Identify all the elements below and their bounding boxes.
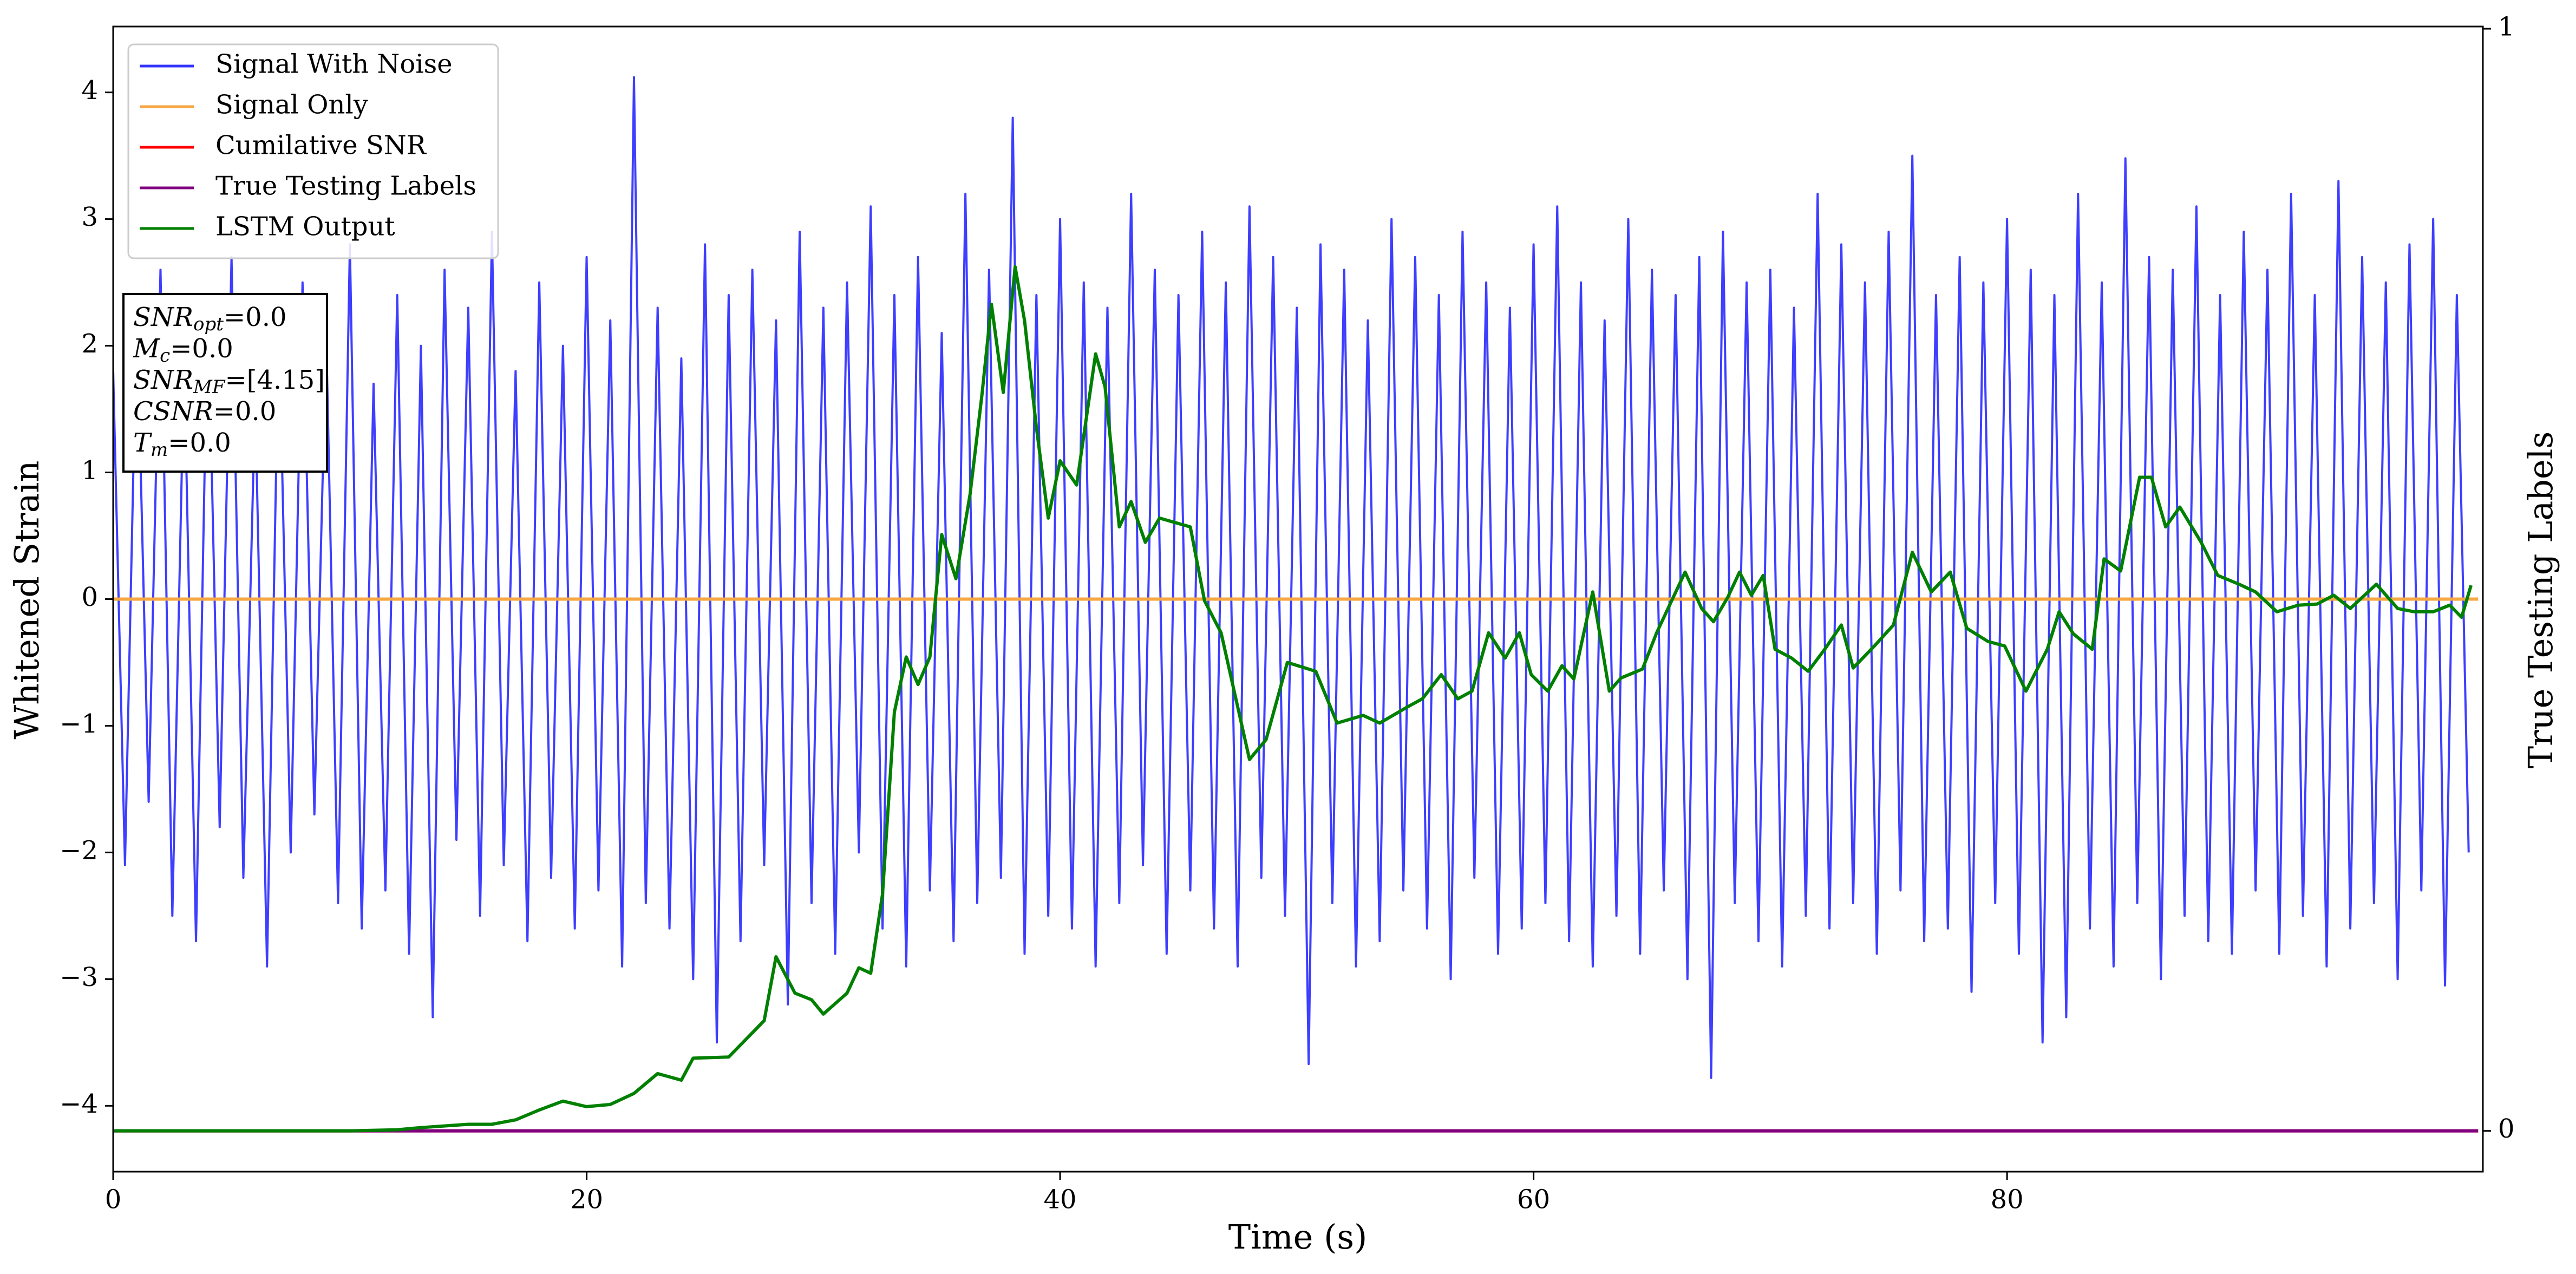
annotation-text: SNRopt=0.0: [133, 302, 287, 336]
annotation-subscript: opt: [193, 313, 224, 335]
annotation-symbol: SNR: [133, 302, 193, 332]
legend-label: True Testing Labels: [215, 171, 476, 201]
x-tick-label: 80: [1991, 1185, 2024, 1215]
y-tick-label: −3: [60, 962, 98, 992]
annotation-symbol: CSNR: [133, 396, 213, 427]
y-tick-label: 3: [81, 202, 98, 232]
annotation-symbol: SNR: [133, 365, 193, 395]
y2-tick-label: 0: [2498, 1114, 2515, 1144]
y-tick-label: −1: [60, 709, 98, 739]
x-tick-label: 20: [570, 1185, 603, 1215]
annotation-text: SNRMF=[4.15]: [133, 365, 325, 398]
legend: Signal With Noise Signal Only Cumilative S…: [127, 43, 499, 259]
annotation-value: =[4.15]: [225, 365, 325, 395]
y-axis-label: Whitened Strain: [7, 461, 47, 740]
y2-tick-label: 1: [2498, 12, 2515, 42]
x-tick-label: 60: [1517, 1185, 1550, 1215]
legend-label: Cumilative SNR: [215, 130, 427, 161]
y2-axis-label: True Testing Labels: [2521, 432, 2560, 769]
annotation-subscript: MF: [193, 376, 226, 398]
legend-label: Signal With Noise: [215, 49, 453, 80]
annotation-box: SNRopt=0.0Mc=0.0SNRMF=[4.15]CSNR=0.0Tm=0…: [122, 293, 328, 473]
annotation-symbol: T: [133, 428, 152, 458]
x-axis-label: Time (s): [1228, 1217, 1368, 1257]
annotation-text: CSNR=0.0: [133, 396, 276, 427]
x-tick-label: 40: [1044, 1185, 1077, 1215]
annotation-symbol: M: [133, 334, 161, 364]
y-tick-label: 2: [81, 329, 98, 359]
legend-box: [127, 43, 499, 259]
annotation-value: =0.0: [224, 302, 287, 332]
x-tick-label: 0: [105, 1185, 122, 1215]
y-tick-label: −4: [60, 1089, 98, 1119]
y-tick-label: −2: [60, 835, 98, 866]
annotation-frame: [122, 293, 328, 473]
y-tick-label: 0: [81, 582, 98, 612]
annotation-value: =0.0: [168, 428, 231, 458]
legend-label: Signal Only: [215, 90, 368, 120]
annotation-value: =0.0: [170, 334, 233, 364]
annotation-subscript: c: [160, 345, 170, 367]
annotation-text: Tm=0.0: [133, 428, 231, 461]
annotation-text: Mc=0.0: [133, 334, 233, 367]
y-tick-label: 1: [81, 455, 98, 486]
series-line: [113, 265, 2473, 1133]
plot-area: [113, 76, 2479, 1133]
annotation-subscript: m: [151, 439, 168, 461]
y-tick-label: 4: [81, 75, 98, 106]
series-line: [113, 76, 2470, 1079]
legend-label: LSTM Output: [215, 212, 395, 242]
annotation-value: =0.0: [213, 396, 277, 427]
